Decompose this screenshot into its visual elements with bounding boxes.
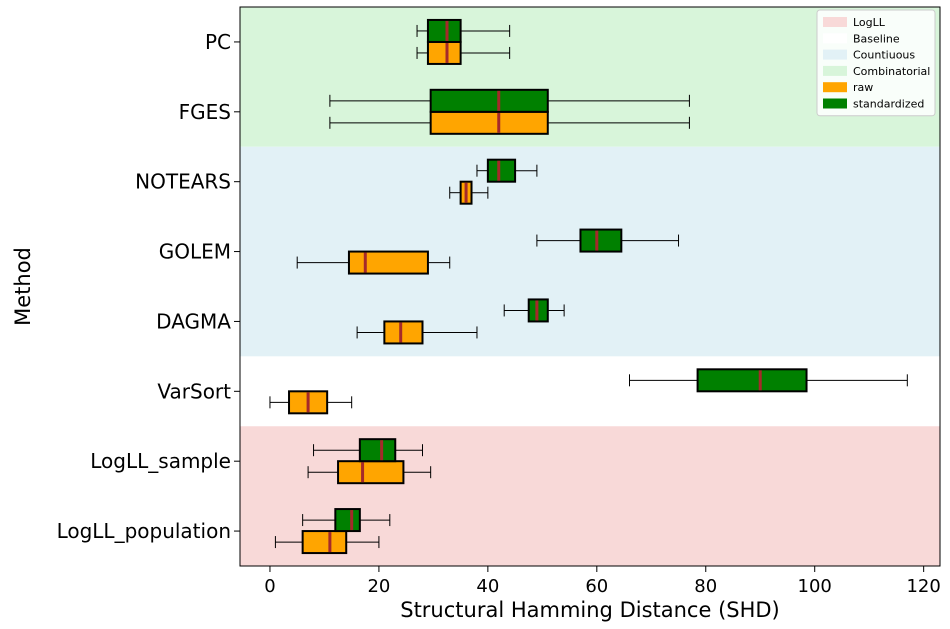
box-body (358, 438, 397, 463)
legend-label: LogLL (853, 16, 886, 29)
box-body (383, 320, 424, 345)
box-raw-pc (416, 40, 511, 65)
x-tick-label: 0 (264, 576, 275, 597)
legend-label: Countiuous (853, 49, 915, 62)
box-standardized-notears (476, 158, 538, 183)
box-standardized-fges (329, 88, 690, 113)
legend-label: Baseline (853, 32, 900, 45)
box-standardized-varsort (628, 368, 908, 393)
y-tick-label: DAGMA (156, 309, 231, 333)
legend-swatch (823, 65, 847, 76)
band-baseline (240, 356, 940, 427)
box-body (486, 158, 517, 183)
box-body (429, 110, 549, 135)
box-body (347, 250, 429, 275)
box-raw-golem (296, 250, 451, 275)
box-standardized-logll_population (302, 508, 391, 533)
box-body (429, 88, 549, 113)
box-body (696, 368, 808, 393)
y-tick-label: FGES (179, 100, 231, 124)
box-standardized-pc (416, 18, 511, 43)
legend-label: raw (853, 81, 873, 94)
box-body (426, 40, 462, 65)
box-body (426, 18, 462, 43)
box-body (579, 228, 623, 253)
y-tick-label: PC (205, 30, 231, 54)
box-raw-logll_population (274, 530, 380, 555)
box-raw-dagma (356, 320, 478, 345)
y-tick-label: LogLL_population (57, 519, 231, 543)
box-body (301, 530, 348, 555)
y-axis: PC FGES NOTEARS GOLEM DAGMA VarSort LogLL_samp… (57, 30, 240, 543)
box-standardized-dagma (503, 298, 565, 323)
y-axis-label: Method (11, 247, 35, 326)
x-tick-label: 40 (476, 576, 499, 597)
legend: LogLL Baseline Countiuous Combinatorial raw s… (816, 9, 936, 117)
y-tick-label: NOTEARS (135, 170, 231, 194)
legend-swatch (823, 49, 847, 60)
x-tick-label: 100 (798, 576, 832, 597)
x-axis-label: Structural Hamming Distance (SHD) (400, 598, 780, 622)
legend-swatch (823, 17, 847, 27)
x-tick-label: 120 (906, 576, 940, 597)
box-body (334, 508, 361, 533)
x-tick-label: 60 (585, 576, 608, 597)
legend-label: Combinatorial (853, 65, 930, 78)
box-raw-logll_sample (307, 460, 432, 485)
legend-label: standardized (853, 98, 924, 111)
y-tick-label: GOLEM (159, 240, 231, 264)
legend-swatch (823, 98, 847, 109)
box-raw-varsort (269, 390, 353, 415)
box-marks (269, 18, 908, 555)
band-logll (240, 426, 940, 566)
legend-swatch (823, 33, 847, 44)
box-body (337, 460, 405, 485)
box-raw-notears (449, 180, 489, 205)
y-tick-label: LogLL_sample (90, 449, 231, 473)
x-tick-label: 20 (367, 576, 390, 597)
x-tick-label: 80 (694, 576, 717, 597)
x-axis: 0 20 40 60 80 100 120 (264, 566, 941, 597)
box-standardized-golem (536, 228, 680, 253)
legend-swatch (823, 82, 847, 93)
plot-frame (239, 6, 941, 567)
y-tick-label: VarSort (157, 379, 231, 403)
box-standardized-logll_sample (313, 438, 423, 463)
